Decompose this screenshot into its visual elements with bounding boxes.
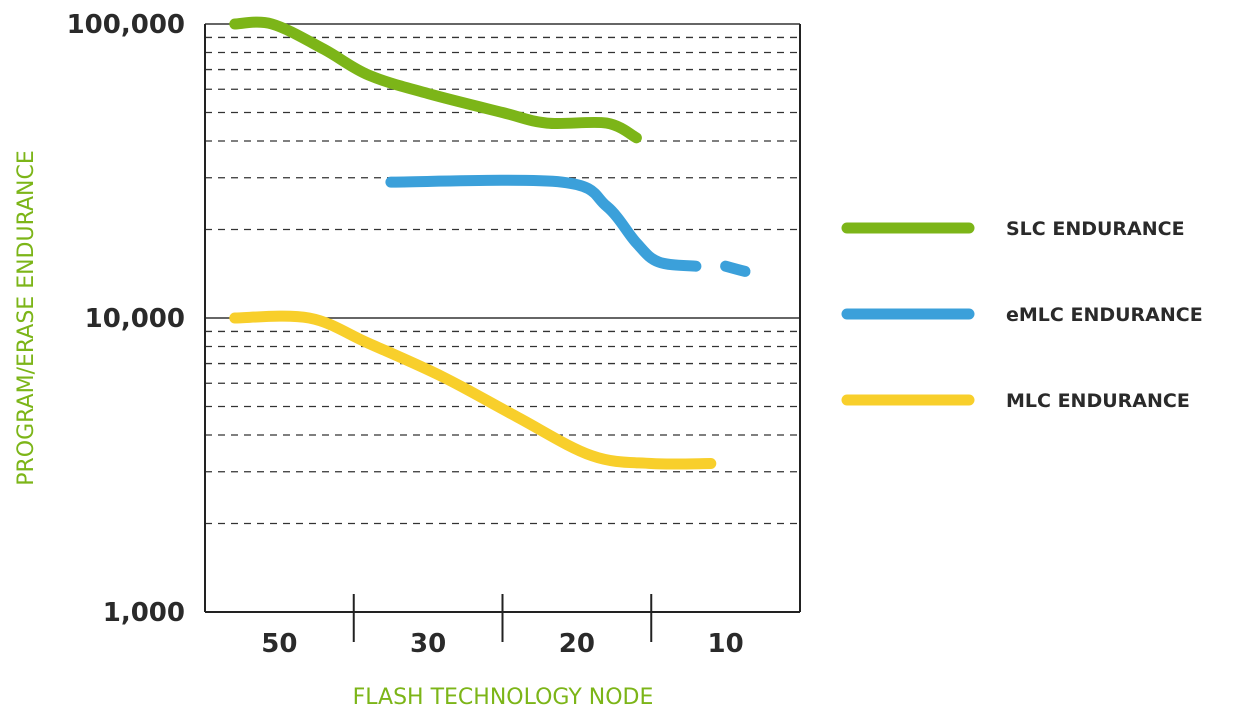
series-lines [229, 16, 751, 470]
y-axis-title: PROGRAM/ERASE ENDURANCE [14, 150, 39, 486]
y-tick-label: 10,000 [85, 304, 185, 334]
legend-label: MLC ENDURANCE [1006, 390, 1190, 412]
legend: SLC ENDURANCE eMLC ENDURANCE MLC ENDURANCE [841, 218, 1203, 412]
x-axis-title: FLASH TECHNOLOGY NODE [353, 685, 654, 710]
legend-label: eMLC ENDURANCE [1006, 304, 1203, 326]
y-axis-ticks: 100,000 10,000 1,000 [67, 10, 185, 628]
plot-frame [204, 24, 801, 642]
series-line-emlc-endurance-segment-2 [720, 260, 751, 277]
grid [205, 23, 800, 525]
x-tick-label: 10 [708, 629, 744, 659]
x-tick-label: 20 [559, 629, 595, 659]
y-tick-label: 1,000 [103, 598, 185, 628]
x-axis-ticks: 50 30 20 10 [261, 629, 743, 659]
series-line-emlc-endurance [385, 174, 702, 272]
series-line-slc-endurance [229, 16, 642, 144]
legend-label: SLC ENDURANCE [1006, 218, 1185, 240]
x-tick-label: 30 [410, 629, 446, 659]
series-line-mlc-endurance [229, 310, 717, 470]
y-tick-label: 100,000 [67, 10, 185, 40]
x-tick-label: 50 [261, 629, 297, 659]
